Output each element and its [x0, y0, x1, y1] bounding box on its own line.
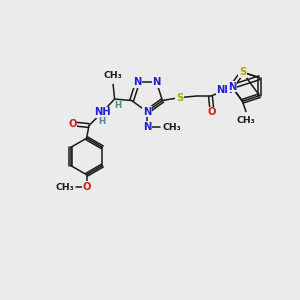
Text: N: N	[133, 77, 142, 87]
Text: NH: NH	[216, 85, 233, 95]
Text: NH: NH	[94, 107, 110, 117]
Text: N: N	[143, 107, 151, 117]
Text: CH₃: CH₃	[56, 183, 74, 192]
Text: O: O	[82, 182, 91, 192]
Text: CH₃: CH₃	[237, 116, 255, 125]
Text: N: N	[152, 77, 161, 87]
Text: O: O	[208, 107, 216, 117]
Text: CH₃: CH₃	[162, 122, 181, 131]
Text: CH₃: CH₃	[104, 71, 122, 80]
Text: S: S	[176, 93, 183, 103]
Text: O: O	[68, 119, 77, 129]
Text: N: N	[228, 82, 236, 92]
Text: N: N	[143, 122, 151, 132]
Text: H: H	[98, 117, 105, 126]
Text: S: S	[239, 67, 246, 77]
Text: H: H	[115, 101, 122, 110]
